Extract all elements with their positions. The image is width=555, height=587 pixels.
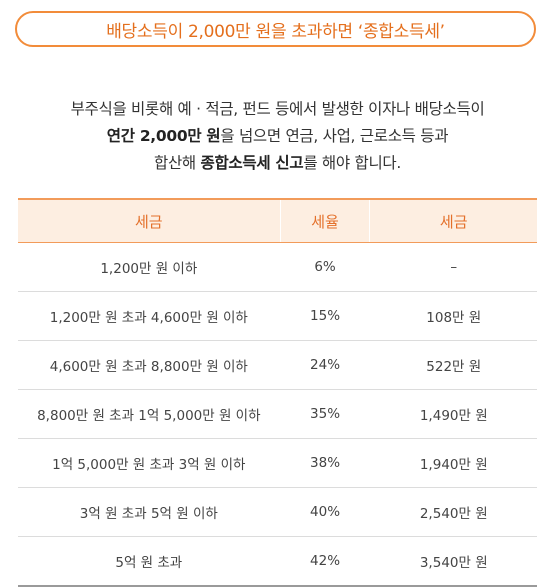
intro-line-3: 합산해 종합소득세 신고를 해야 합니다.	[0, 150, 555, 177]
table-row: 1억 5,000만 원 초과 3억 원 이하 38% 1,940만 원	[18, 438, 537, 488]
page-title-text: 배당소득이 2,000만 원을 초과하면 ‘종합소득세’	[106, 21, 445, 42]
header-rate: 세율	[279, 198, 370, 243]
cell-deduction: 108만 원	[369, 291, 537, 341]
cell-deduction: 1,940만 원	[369, 438, 537, 488]
cell-bracket: 1억 5,000만 원 초과 3억 원 이하	[18, 438, 281, 488]
intro-line-3-pre: 합산해	[154, 154, 201, 172]
header-deduction: 세금	[369, 198, 537, 243]
table-row: 3억 원 초과 5억 원 이하 40% 2,540만 원	[18, 487, 537, 537]
intro-line-2-text: 을 넘으면 연금, 사업, 근로소득 등과	[220, 127, 449, 145]
cell-rate: 35%	[279, 389, 370, 439]
page-title: 배당소득이 2,000만 원을 초과하면 ‘종합소득세’	[15, 11, 536, 47]
header-bracket: 세금	[18, 198, 281, 243]
table-header-row: 세금 세율 세금	[18, 198, 537, 243]
table-row: 1,200만 원 초과 4,600만 원 이하 15% 108만 원	[18, 291, 537, 341]
cell-bracket: 8,800만 원 초과 1억 5,000만 원 이하	[18, 389, 281, 439]
cell-deduction: –	[369, 242, 537, 292]
table-row: 8,800만 원 초과 1억 5,000만 원 이하 35% 1,490만 원	[18, 389, 537, 439]
cell-bracket: 3억 원 초과 5억 원 이하	[18, 487, 281, 537]
cell-rate: 38%	[279, 438, 370, 488]
cell-rate: 24%	[279, 340, 370, 390]
cell-deduction: 1,490만 원	[369, 389, 537, 439]
intro-line-1-text: 부주식을 비롯해 예 · 적금, 펀드 등에서 발생한 이자나 배당소득이	[70, 100, 485, 118]
cell-bracket: 4,600만 원 초과 8,800만 원 이하	[18, 340, 281, 390]
intro-line-1: 부주식을 비롯해 예 · 적금, 펀드 등에서 발생한 이자나 배당소득이	[0, 96, 555, 123]
intro-paragraph: 부주식을 비롯해 예 · 적금, 펀드 등에서 발생한 이자나 배당소득이 연간…	[0, 96, 555, 177]
intro-line-3-post: 를 해야 합니다.	[303, 154, 401, 172]
intro-highlight-amount: 연간 2,000만 원	[106, 127, 221, 145]
cell-bracket: 1,200만 원 이하	[18, 242, 281, 292]
cell-rate: 40%	[279, 487, 370, 537]
cell-bracket: 1,200만 원 초과 4,600만 원 이하	[18, 291, 281, 341]
cell-deduction: 3,540만 원	[369, 536, 537, 587]
intro-highlight-filing: 종합소득세 신고	[200, 154, 304, 172]
cell-bracket: 5억 원 초과	[18, 536, 281, 587]
tax-rate-table: 세금 세율 세금 1,200만 원 이하 6% – 1,200만 원 초과 4,…	[18, 198, 537, 587]
cell-rate: 6%	[279, 242, 370, 292]
cell-rate: 42%	[279, 536, 370, 587]
table-row: 5억 원 초과 42% 3,540만 원	[18, 536, 537, 587]
table-row: 4,600만 원 초과 8,800만 원 이하 24% 522만 원	[18, 340, 537, 390]
cell-deduction: 2,540만 원	[369, 487, 537, 537]
cell-deduction: 522만 원	[369, 340, 537, 390]
table-row: 1,200만 원 이하 6% –	[18, 242, 537, 292]
cell-rate: 15%	[279, 291, 370, 341]
intro-line-2: 연간 2,000만 원을 넘으면 연금, 사업, 근로소득 등과	[0, 123, 555, 150]
